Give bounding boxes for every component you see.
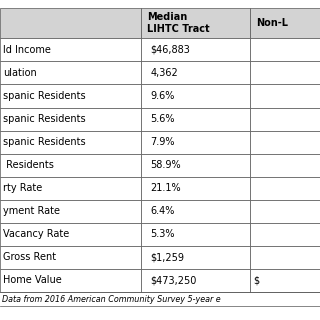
Bar [0, 177, 141, 200]
Text: Gross Rent: Gross Rent [3, 252, 56, 262]
Text: rty Rate: rty Rate [3, 183, 43, 193]
Text: 5.3%: 5.3% [150, 229, 175, 239]
Bar [141, 269, 250, 292]
Text: Home Value: Home Value [3, 275, 62, 285]
Bar [250, 84, 320, 108]
Bar [0, 223, 141, 246]
Text: $: $ [253, 275, 259, 285]
Text: spanic Residents: spanic Residents [3, 114, 86, 124]
Bar [250, 61, 320, 84]
Text: $473,250: $473,250 [150, 275, 197, 285]
Text: 4,362: 4,362 [150, 68, 178, 78]
Text: 58.9%: 58.9% [150, 160, 181, 170]
Text: spanic Residents: spanic Residents [3, 91, 86, 101]
Bar [141, 8, 250, 38]
Bar [250, 177, 320, 200]
Bar [141, 154, 250, 177]
Bar [0, 84, 141, 108]
Text: 9.6%: 9.6% [150, 91, 175, 101]
Text: Vacancy Rate: Vacancy Rate [3, 229, 69, 239]
Bar [0, 8, 141, 38]
Bar [0, 108, 141, 131]
Bar [141, 131, 250, 154]
Text: Residents: Residents [3, 160, 54, 170]
Bar [250, 131, 320, 154]
Bar [0, 38, 141, 61]
Bar [250, 200, 320, 223]
Bar [250, 223, 320, 246]
Bar [250, 269, 320, 292]
Text: 7.9%: 7.9% [150, 137, 175, 147]
Text: $1,259: $1,259 [150, 252, 184, 262]
Bar [250, 108, 320, 131]
Bar [0, 61, 141, 84]
Bar [0, 131, 141, 154]
Bar [0, 154, 141, 177]
Bar [141, 223, 250, 246]
Bar [141, 38, 250, 61]
Bar [250, 246, 320, 269]
Bar [250, 154, 320, 177]
Text: Median
LIHTC Tract: Median LIHTC Tract [147, 12, 210, 34]
Text: yment Rate: yment Rate [3, 206, 60, 216]
Text: $46,883: $46,883 [150, 45, 190, 55]
Text: ld Income: ld Income [3, 45, 51, 55]
Bar [141, 246, 250, 269]
Bar [141, 84, 250, 108]
Text: 6.4%: 6.4% [150, 206, 175, 216]
Bar [250, 38, 320, 61]
Text: 21.1%: 21.1% [150, 183, 181, 193]
Bar [141, 61, 250, 84]
Bar [0, 246, 141, 269]
Bar [141, 177, 250, 200]
Bar [141, 108, 250, 131]
Text: ulation: ulation [3, 68, 37, 78]
Bar [141, 200, 250, 223]
Bar [0, 269, 141, 292]
Bar [250, 8, 320, 38]
Text: Data from 2016 American Community Survey 5-year e: Data from 2016 American Community Survey… [2, 294, 220, 304]
Text: spanic Residents: spanic Residents [3, 137, 86, 147]
Text: Non-L: Non-L [256, 18, 288, 28]
Text: 5.6%: 5.6% [150, 114, 175, 124]
Bar [0, 200, 141, 223]
